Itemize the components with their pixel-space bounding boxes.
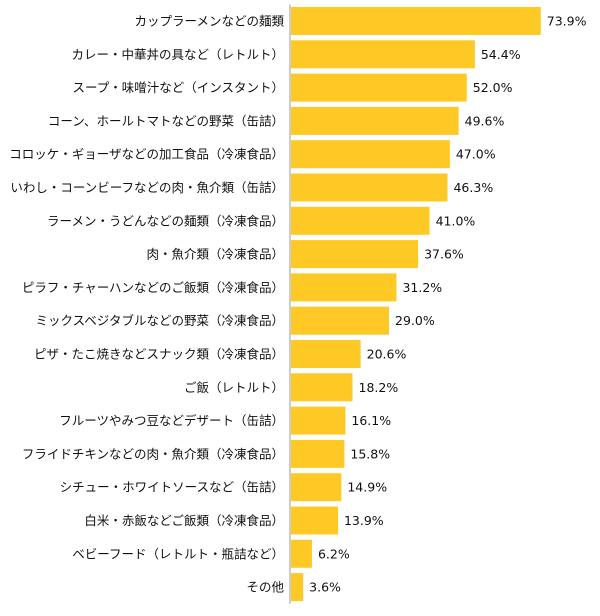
value-labels-group: 73.9% 54.4% 52.0% 49.6% 47.0% 46.3% 41.0% 37.6%…	[309, 14, 586, 595]
category-label-6: ラーメン・うどんなどの麺類（冷凍食品）	[47, 213, 284, 228]
value-label-12: 16.1%	[351, 413, 391, 428]
bar-5	[291, 173, 448, 202]
value-label-15: 13.9%	[344, 513, 384, 528]
bar-4	[291, 140, 450, 169]
category-label-8: ピラフ・チャーハンなどのご飯類（冷凍食品）	[22, 280, 284, 295]
category-label-7: 肉・魚介類（冷凍食品）	[146, 247, 284, 262]
bar-7	[291, 240, 419, 269]
bar-0	[291, 7, 541, 35]
category-label-5: いわし・コーンビーフなどの肉・魚介類（缶詰）	[10, 180, 284, 195]
value-label-10: 20.6%	[367, 347, 407, 362]
bar-2	[291, 73, 467, 102]
bar-11	[291, 373, 353, 402]
value-label-9: 29.0%	[395, 313, 435, 328]
value-label-11: 18.2%	[359, 380, 399, 395]
category-label-14: シチュー・ホワイトソースなど（缶詰）	[60, 480, 284, 495]
value-label-16: 6.2%	[318, 546, 350, 561]
bar-16	[291, 539, 312, 568]
category-label-15: 白米・赤飯などご飯類（冷凍食品）	[84, 513, 284, 528]
bar-10	[291, 340, 361, 368]
value-label-0: 73.9%	[547, 14, 587, 29]
category-label-16: ベビーフード（レトルト・瓶詰など）	[72, 546, 284, 561]
category-label-9: ミックスベジタブルなどの野菜（冷凍食品）	[35, 313, 284, 328]
bar-9	[291, 306, 390, 335]
category-label-0: カップラーメンなどの麺類	[134, 14, 284, 29]
bar-6	[291, 206, 430, 235]
category-label-13: フライドチキンなどの肉・魚介類（冷凍食品）	[22, 446, 284, 461]
bars-group	[291, 7, 541, 602]
bar-1	[291, 40, 475, 69]
value-label-13: 15.8%	[350, 446, 390, 461]
category-label-4: コロッケ・ギョーザなどの加工食品（冷凍食品）	[9, 147, 284, 162]
category-label-10: ピザ・たこ焼きなどスナック類（冷凍食品）	[34, 347, 284, 362]
value-label-17: 3.6%	[309, 580, 341, 595]
bar-15	[291, 506, 338, 535]
category-label-12: フルーツやみつ豆などデザート（缶詰）	[59, 413, 284, 428]
value-label-14: 14.9%	[347, 480, 387, 495]
category-label-11: ご飯（レトルト）	[184, 380, 284, 395]
bar-8	[291, 273, 397, 302]
value-label-3: 49.6%	[465, 113, 505, 128]
value-label-6: 41.0%	[436, 213, 476, 228]
value-label-1: 54.4%	[481, 47, 521, 62]
bar-17	[291, 573, 304, 602]
value-label-2: 52.0%	[473, 80, 513, 95]
category-label-3: コーン、ホールトマトなどの野菜（缶詰）	[48, 113, 284, 128]
bar-3	[291, 106, 459, 135]
bar-12	[291, 406, 346, 435]
category-label-2: スープ・味噌汁など（インスタント）	[72, 80, 284, 95]
value-label-4: 47.0%	[456, 147, 496, 162]
value-label-8: 31.2%	[402, 280, 442, 295]
bar-13	[291, 439, 345, 468]
bar-14	[291, 473, 342, 502]
value-label-5: 46.3%	[453, 180, 493, 195]
category-label-17: その他	[246, 580, 284, 595]
category-label-1: カレー・中華丼の具など（レトルト）	[71, 47, 284, 62]
value-label-7: 37.6%	[424, 247, 464, 262]
